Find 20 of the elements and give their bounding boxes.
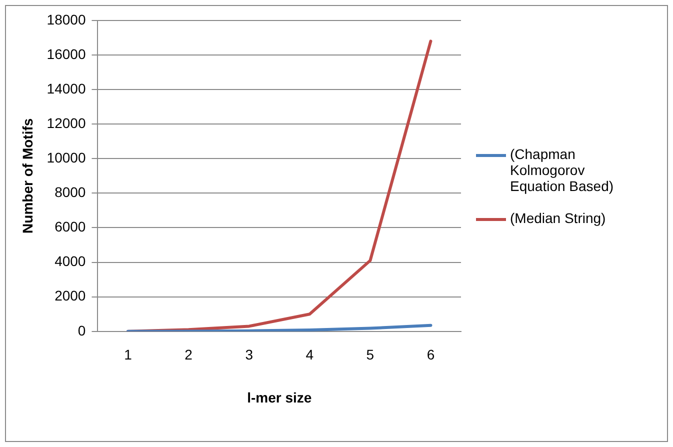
legend-label: (Chapman Kolmogorov Equation Based) [510,146,615,194]
x-tick-label: 5 [366,346,374,363]
x-tick-label: 3 [245,346,254,363]
y-tick-label: 12000 [46,114,86,131]
x-tick-label: 6 [426,346,435,363]
y-tick-label: 0 [78,322,86,338]
y-tick-label: 14000 [46,80,86,96]
y-tick-label: 2000 [54,288,86,304]
y-tick-label: 10000 [46,149,86,166]
y-tick-label: 16000 [46,46,86,62]
legend-label: (Median String) [510,210,606,226]
x-tick-label: 2 [184,346,193,363]
x-tick-label: 1 [124,346,132,363]
y-axis-title: Number of Motifs [19,118,36,234]
y-tick-label: 18000 [46,11,86,28]
x-tick-label: 4 [306,346,314,363]
y-tick-label: 8000 [54,184,86,200]
y-tick-label: 4000 [54,253,86,270]
y-tick-label: 6000 [54,218,86,235]
x-axis-title: l-mer size [247,389,312,406]
